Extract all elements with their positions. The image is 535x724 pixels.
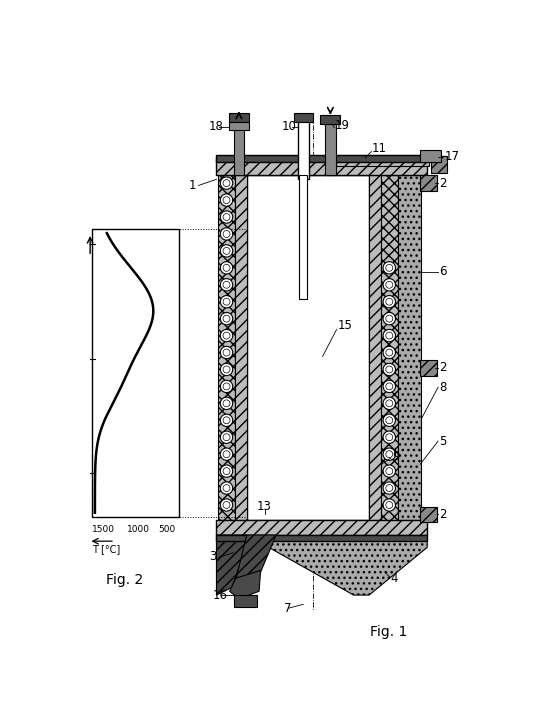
Circle shape bbox=[383, 431, 395, 443]
Circle shape bbox=[220, 295, 233, 308]
Text: 2: 2 bbox=[439, 177, 446, 190]
Bar bbox=[233, 118, 244, 175]
Polygon shape bbox=[230, 571, 261, 599]
Circle shape bbox=[383, 346, 395, 358]
Bar bbox=[235, 175, 247, 520]
Circle shape bbox=[383, 329, 395, 342]
Text: T [°C]: T [°C] bbox=[91, 544, 120, 554]
Circle shape bbox=[220, 346, 233, 358]
Polygon shape bbox=[217, 535, 247, 595]
Polygon shape bbox=[236, 535, 276, 580]
Text: 8: 8 bbox=[439, 381, 446, 394]
Circle shape bbox=[220, 465, 233, 477]
Circle shape bbox=[220, 279, 233, 291]
Circle shape bbox=[220, 363, 233, 376]
Text: 1: 1 bbox=[188, 179, 196, 192]
Bar bbox=[233, 595, 257, 607]
Circle shape bbox=[220, 448, 233, 460]
Bar bbox=[419, 175, 437, 191]
Bar bbox=[336, 156, 429, 167]
Circle shape bbox=[220, 482, 233, 494]
Polygon shape bbox=[247, 535, 427, 595]
Bar bbox=[419, 150, 441, 162]
Circle shape bbox=[383, 465, 395, 477]
Circle shape bbox=[220, 380, 233, 392]
Bar bbox=[320, 114, 340, 124]
Circle shape bbox=[220, 177, 233, 189]
Text: 2: 2 bbox=[439, 508, 446, 521]
Circle shape bbox=[383, 482, 395, 494]
Bar bbox=[369, 175, 381, 520]
Text: 15: 15 bbox=[338, 319, 353, 332]
Bar bbox=[325, 119, 336, 175]
Circle shape bbox=[383, 414, 395, 426]
Bar bbox=[217, 156, 427, 161]
Circle shape bbox=[220, 431, 233, 443]
Bar bbox=[419, 361, 437, 376]
Bar bbox=[218, 175, 235, 520]
Bar bbox=[294, 113, 312, 122]
Bar bbox=[91, 230, 179, 516]
Circle shape bbox=[220, 228, 233, 240]
Circle shape bbox=[220, 499, 233, 511]
Bar bbox=[229, 113, 249, 122]
Text: 19: 19 bbox=[334, 119, 349, 132]
Text: 4: 4 bbox=[391, 572, 399, 585]
Bar bbox=[217, 159, 427, 175]
Circle shape bbox=[383, 380, 395, 392]
Bar bbox=[419, 507, 437, 522]
Text: 17: 17 bbox=[444, 150, 460, 163]
Circle shape bbox=[383, 279, 395, 291]
Text: Fig. 2: Fig. 2 bbox=[106, 573, 143, 586]
Text: 16: 16 bbox=[212, 589, 227, 602]
Circle shape bbox=[220, 245, 233, 257]
Text: 3: 3 bbox=[209, 550, 216, 563]
Bar bbox=[431, 156, 447, 173]
Bar bbox=[398, 175, 421, 520]
Bar bbox=[300, 175, 307, 298]
Text: 11: 11 bbox=[371, 142, 386, 155]
Circle shape bbox=[383, 363, 395, 376]
Text: 6: 6 bbox=[439, 265, 446, 278]
Text: 500: 500 bbox=[158, 525, 175, 534]
Text: 9: 9 bbox=[392, 450, 400, 463]
Circle shape bbox=[220, 414, 233, 426]
Circle shape bbox=[220, 329, 233, 342]
Circle shape bbox=[220, 261, 233, 274]
Text: 1000: 1000 bbox=[127, 525, 150, 534]
Circle shape bbox=[383, 499, 395, 511]
Circle shape bbox=[220, 313, 233, 325]
Circle shape bbox=[383, 261, 395, 274]
Circle shape bbox=[383, 397, 395, 410]
Text: 7: 7 bbox=[284, 602, 292, 615]
Circle shape bbox=[383, 295, 395, 308]
Bar bbox=[217, 535, 427, 541]
Text: 2: 2 bbox=[439, 361, 446, 374]
Circle shape bbox=[220, 194, 233, 206]
Text: 1500: 1500 bbox=[91, 525, 114, 534]
Circle shape bbox=[383, 448, 395, 460]
Text: 13: 13 bbox=[257, 500, 272, 513]
Circle shape bbox=[220, 397, 233, 410]
Text: 5: 5 bbox=[439, 434, 446, 447]
Circle shape bbox=[220, 211, 233, 223]
Text: 18: 18 bbox=[209, 120, 224, 133]
Bar bbox=[217, 520, 427, 535]
Bar bbox=[229, 122, 249, 130]
Bar bbox=[247, 175, 369, 520]
Bar bbox=[298, 118, 309, 180]
Bar bbox=[381, 175, 398, 520]
Text: 10: 10 bbox=[281, 120, 296, 133]
Circle shape bbox=[383, 313, 395, 325]
Text: Fig. 1: Fig. 1 bbox=[370, 625, 407, 639]
